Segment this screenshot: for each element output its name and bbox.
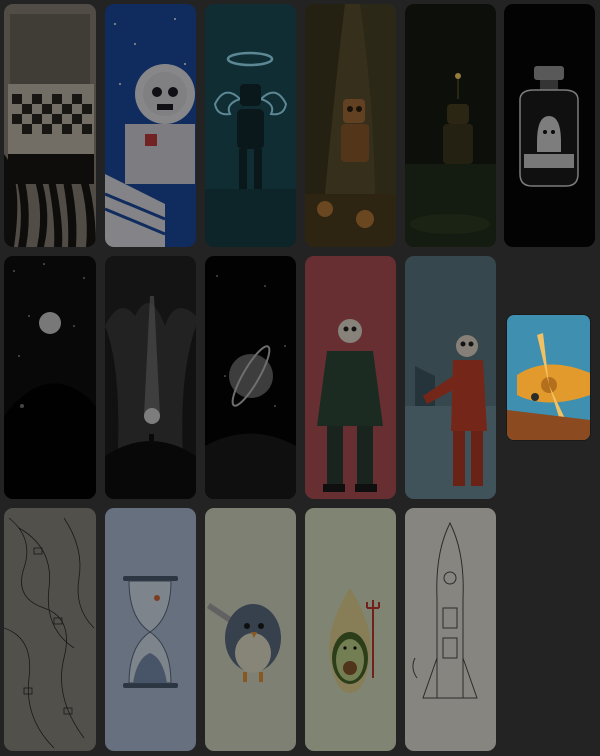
- moon-hill-image: [4, 256, 96, 499]
- wallpaper-card-hourglass[interactable]: [105, 508, 196, 751]
- astronaut-skull-image: [105, 4, 196, 247]
- airplane-propeller-image: [507, 315, 590, 440]
- angel-robot-image: [205, 4, 296, 247]
- wallpaper-card-moon-hill[interactable]: [4, 256, 96, 499]
- wallpaper-card-rocket-sketch[interactable]: [405, 508, 496, 751]
- rocket-sketch-image: [405, 508, 496, 751]
- wallpaper-card-skeleton-pilot[interactable]: [305, 256, 396, 499]
- jar-ghost-image: [504, 4, 595, 247]
- wallpaper-card-skeleton-mechanic[interactable]: [405, 256, 496, 499]
- bird-knife-image: [205, 508, 296, 751]
- sketch-map-image: [4, 508, 96, 751]
- wallpaper-card-angel-robot[interactable]: [205, 4, 296, 247]
- avocado-devil-image: [305, 508, 396, 751]
- skeleton-pilot-image: [305, 256, 396, 499]
- wallpaper-card-saturn-planet[interactable]: [205, 256, 296, 499]
- wallpaper-card-airplane-propeller-preview[interactable]: [507, 315, 590, 440]
- tree-robot-image: [305, 4, 396, 247]
- saturn-planet-image: [205, 256, 296, 499]
- skeleton-mechanic-image: [405, 256, 496, 499]
- wallpaper-card-tree-robot[interactable]: [305, 4, 396, 247]
- wallpaper-card-bird-knife[interactable]: [205, 508, 296, 751]
- wallpaper-card-avocado-devil[interactable]: [305, 508, 396, 751]
- cave-light-image: [105, 256, 196, 499]
- night-robot-image: [405, 4, 496, 247]
- wallpaper-card-sketch-map[interactable]: [4, 508, 96, 751]
- wallpaper-card-astronaut-skull[interactable]: [105, 4, 196, 247]
- wallpaper-card-night-robot[interactable]: [405, 4, 496, 247]
- wallpaper-card-cave-light[interactable]: [105, 256, 196, 499]
- wallpaper-card-jar-ghost[interactable]: [504, 4, 595, 247]
- hourglass-image: [105, 508, 196, 751]
- bed-tentacles-image: [4, 4, 96, 247]
- wallpaper-card-bed-tentacles[interactable]: [4, 4, 96, 247]
